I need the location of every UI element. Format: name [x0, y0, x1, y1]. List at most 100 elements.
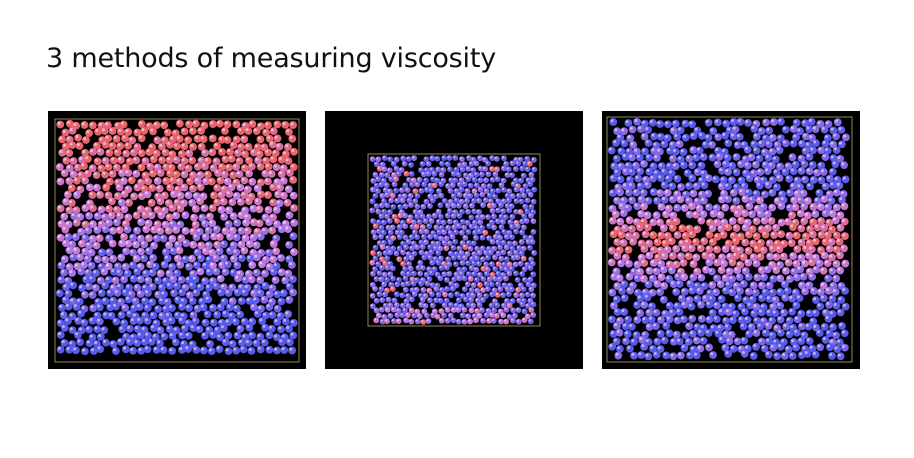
particle-highlight	[65, 234, 69, 238]
particle-highlight	[246, 324, 250, 328]
particle-highlight	[403, 266, 406, 270]
particle-highlight	[225, 319, 229, 323]
particle	[132, 169, 141, 178]
particle	[100, 326, 109, 334]
particle-highlight	[211, 192, 215, 196]
particle-highlight	[629, 323, 633, 327]
particle-highlight	[609, 316, 613, 320]
particle	[184, 331, 193, 340]
particle	[137, 346, 146, 355]
particle-highlight	[289, 347, 293, 351]
particle	[407, 265, 414, 272]
particle-highlight	[710, 211, 714, 215]
particle-highlight	[173, 171, 177, 175]
particle-highlight	[146, 123, 150, 127]
particle	[528, 203, 535, 210]
particle-highlight	[87, 200, 91, 204]
particle-highlight	[194, 262, 198, 266]
particle	[273, 317, 282, 326]
particle	[216, 274, 225, 283]
particle-highlight	[218, 289, 222, 293]
particle-highlight	[198, 255, 202, 259]
particle-highlight	[135, 326, 139, 330]
particle	[494, 292, 501, 298]
particle-highlight	[754, 317, 758, 321]
particle-highlight	[426, 161, 429, 165]
particle-highlight	[391, 161, 394, 164]
particle	[446, 240, 453, 247]
particle-highlight	[693, 183, 697, 187]
particle-highlight	[219, 320, 223, 324]
particle-highlight	[254, 285, 258, 289]
particle-highlight	[800, 273, 804, 277]
particle	[444, 285, 451, 292]
particle	[417, 259, 424, 266]
particle-highlight	[454, 198, 457, 201]
particle-highlight	[744, 317, 748, 320]
particle	[418, 228, 425, 235]
particle	[400, 260, 406, 267]
particle-highlight	[382, 167, 385, 170]
particle-highlight	[686, 155, 690, 159]
particle-highlight	[394, 157, 397, 160]
particle-highlight	[229, 199, 233, 203]
particle-highlight	[787, 276, 791, 280]
particle-highlight	[175, 186, 179, 190]
particle-highlight	[142, 158, 146, 162]
particle-highlight	[664, 135, 668, 139]
particle-highlight	[406, 218, 410, 221]
particle	[764, 321, 773, 330]
particle-highlight	[774, 142, 778, 146]
particle	[285, 295, 294, 304]
particle-highlight	[118, 128, 122, 132]
particle-highlight	[757, 169, 761, 173]
particle-highlight	[404, 318, 407, 321]
particle-highlight	[236, 171, 240, 175]
particle	[645, 308, 654, 317]
particle	[143, 303, 152, 312]
particle-highlight	[490, 208, 493, 211]
particle	[185, 149, 194, 158]
particle	[177, 162, 186, 171]
particle-highlight	[394, 292, 397, 295]
particle-highlight	[814, 169, 818, 173]
particle-highlight	[403, 224, 406, 227]
particle	[192, 346, 201, 354]
particle-highlight	[118, 199, 122, 203]
particle-highlight	[753, 330, 757, 334]
particle-highlight	[432, 267, 435, 270]
particle-highlight	[757, 197, 761, 201]
particle-highlight	[713, 205, 717, 209]
particle-highlight	[263, 158, 267, 162]
particle	[785, 330, 794, 339]
particle-highlight	[242, 289, 246, 293]
particle	[195, 325, 204, 334]
particle-highlight	[670, 142, 674, 146]
particle-highlight	[502, 262, 505, 265]
particle-highlight	[802, 288, 806, 292]
particle-highlight	[176, 247, 180, 251]
particle-highlight	[415, 309, 418, 312]
particle-highlight	[453, 210, 456, 213]
particle-highlight	[217, 334, 221, 338]
particle-highlight	[119, 240, 123, 244]
particle	[400, 155, 407, 162]
particle	[506, 270, 513, 277]
particle	[93, 212, 102, 221]
particle-highlight	[285, 270, 289, 274]
particle	[530, 301, 537, 308]
particle-highlight	[674, 205, 678, 209]
particle	[290, 147, 298, 156]
particle-highlight	[383, 188, 386, 191]
particle	[77, 309, 85, 318]
particle-highlight	[182, 256, 186, 260]
particle	[121, 262, 130, 271]
particle	[679, 161, 688, 170]
particle-highlight	[742, 224, 746, 228]
particle-highlight	[669, 309, 673, 313]
particle-highlight	[419, 281, 422, 284]
particle	[769, 274, 778, 283]
particle-highlight	[485, 255, 489, 258]
particle	[705, 258, 714, 267]
particle	[152, 345, 161, 354]
